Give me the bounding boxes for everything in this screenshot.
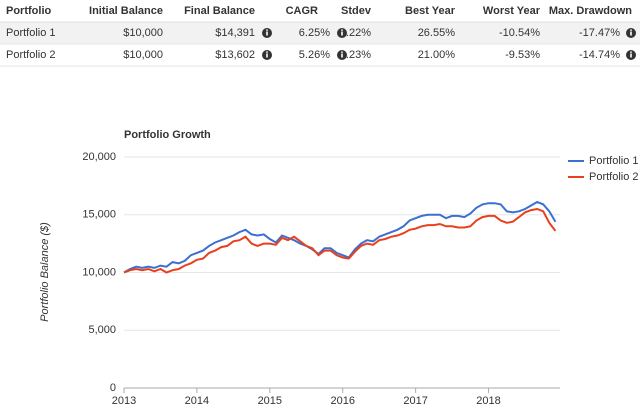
x-tick-label: 2018: [476, 395, 500, 407]
table-cell: 26.55%: [418, 27, 456, 39]
info-icon-glyph: [341, 53, 343, 58]
column-header: Portfolio: [6, 5, 51, 17]
table-cell: -17.47%: [579, 27, 620, 39]
table-cell: -14.74%: [579, 49, 620, 61]
chart-title: Portfolio Growth: [124, 129, 211, 141]
column-header: Max. Drawdown: [549, 5, 632, 17]
table-cell: Portfolio 1: [6, 27, 56, 39]
y-tick-label: 10,000: [82, 266, 116, 278]
x-tick-label: 2015: [258, 395, 282, 407]
x-tick-label: 2016: [330, 395, 354, 407]
table-cell: -10.54%: [499, 27, 540, 39]
info-icon-glyph: [630, 53, 632, 58]
x-tick-label: 2017: [403, 395, 427, 407]
info-icon-glyph: [266, 51, 268, 53]
table-cell: 21.00%: [418, 49, 456, 61]
table-cell: 8.23%: [340, 49, 371, 61]
row-background: [0, 22, 640, 44]
info-icon-glyph: [266, 29, 268, 31]
legend-label: Portfolio 1: [589, 155, 639, 167]
column-header: CAGR: [286, 5, 318, 17]
info-icon-glyph: [630, 29, 632, 31]
table-cell: 9.22%: [340, 27, 371, 39]
column-header: Best Year: [405, 5, 456, 17]
table-cell: 6.25%: [299, 27, 330, 39]
table-cell: -9.53%: [505, 49, 540, 61]
info-icon-glyph: [266, 31, 268, 36]
y-tick-label: 20,000: [82, 151, 116, 163]
table-cell: Portfolio 2: [6, 49, 56, 61]
table-cell: $10,000: [123, 49, 163, 61]
table-cell: $13,602: [215, 49, 255, 61]
series-line: [123, 207, 557, 274]
y-tick-label: 15,000: [82, 209, 116, 221]
table-cell: 5.26%: [299, 49, 330, 61]
table-cell: $10,000: [123, 27, 163, 39]
y-tick-label: 0: [110, 382, 116, 394]
table-cell: $14,391: [215, 27, 255, 39]
info-icon-glyph: [630, 31, 632, 36]
info-icon-glyph: [341, 31, 343, 36]
series-line: [123, 200, 557, 274]
column-header: Stdev: [341, 5, 372, 17]
column-header: Final Balance: [184, 5, 255, 17]
legend-label: Portfolio 2: [589, 171, 639, 183]
column-header: Worst Year: [483, 5, 541, 17]
info-icon-glyph: [341, 51, 343, 53]
y-tick-label: 5,000: [88, 324, 116, 336]
x-tick-label: 2014: [185, 395, 209, 407]
info-icon-glyph: [630, 51, 632, 53]
x-tick-label: 2013: [112, 395, 136, 407]
column-header: Initial Balance: [89, 5, 163, 17]
info-icon-glyph: [266, 53, 268, 58]
info-icon-glyph: [341, 29, 343, 31]
y-axis-label: Portfolio Balance ($): [39, 222, 51, 322]
